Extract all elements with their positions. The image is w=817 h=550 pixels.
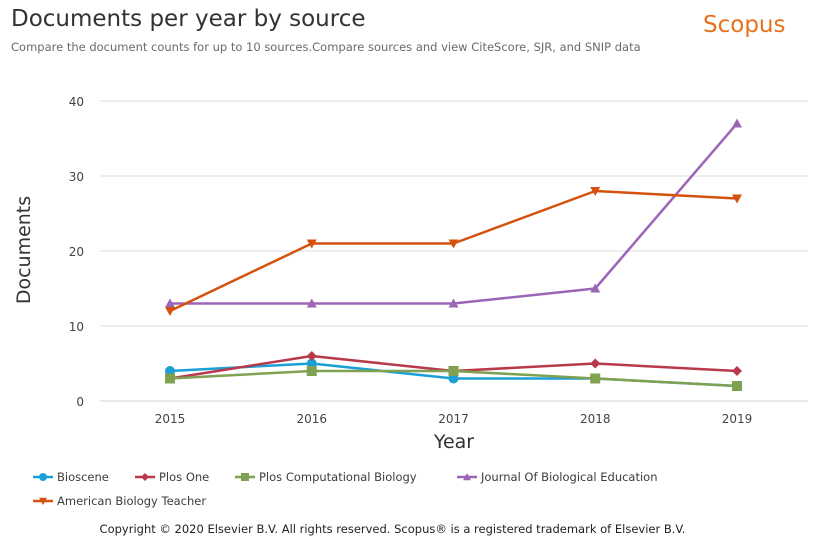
data-point[interactable] [165, 307, 175, 316]
scopus-logo: Scopus [703, 12, 786, 38]
x-tick-label: 2015 [155, 412, 186, 426]
data-point[interactable] [165, 373, 175, 384]
data-point[interactable] [306, 239, 317, 249]
y-tick-label: 0 [76, 395, 84, 409]
data-point[interactable] [732, 194, 742, 204]
series-journal-of-biological-education [165, 118, 742, 308]
data-point[interactable] [165, 298, 175, 308]
series-group [165, 118, 742, 391]
legend-marker-icon[interactable] [463, 473, 471, 481]
legend-symbol-icon [135, 473, 155, 481]
x-tick-label: 2018 [580, 412, 611, 426]
x-tick-label: 2019 [722, 412, 753, 426]
legend-label: Plos One [159, 470, 210, 484]
legend-item[interactable]: Bioscene [33, 470, 109, 484]
page-title: Documents per year by source [11, 6, 366, 32]
legend-item[interactable]: American Biology Teacher [33, 494, 206, 508]
data-point[interactable] [306, 298, 317, 308]
legend-symbol-icon [235, 473, 255, 481]
data-point[interactable] [732, 381, 742, 391]
data-point[interactable] [448, 366, 459, 376]
y-tick-labels: 0 10 20 30 40 [69, 95, 84, 409]
series-plos-computational-biology [165, 366, 742, 391]
page-subtitle: Compare the document counts for up to 10… [11, 40, 641, 54]
data-point[interactable] [306, 351, 317, 361]
legend-item[interactable]: Plos Computational Biology [235, 470, 417, 484]
data-point[interactable] [590, 358, 601, 369]
data-point[interactable] [448, 239, 459, 249]
legend-marker-icon[interactable] [39, 497, 47, 505]
data-point[interactable] [590, 187, 601, 196]
legend-label: American Biology Teacher [57, 494, 207, 508]
x-axis-label: Year [433, 431, 474, 453]
y-tick-label: 30 [69, 170, 84, 184]
grid-lines [100, 100, 808, 402]
y-tick-label: 20 [69, 245, 84, 259]
legend-symbol-icon [457, 473, 477, 481]
legend-marker-icon[interactable] [39, 473, 47, 481]
legend-label: Bioscene [57, 470, 109, 484]
legend-item[interactable]: Plos One [135, 470, 209, 484]
x-tick-label: 2017 [438, 412, 469, 426]
legend-marker-icon[interactable] [241, 473, 249, 481]
legend-item[interactable]: Journal Of Biological Education [457, 470, 658, 484]
data-point[interactable] [732, 118, 742, 128]
line-chart: 0 10 20 30 40 2015 2016 2017 2018 2019 Documents… [13, 95, 808, 453]
legend-label: Plos Computational Biology [259, 470, 417, 484]
y-tick-label: 10 [69, 320, 84, 334]
legend-marker-icon[interactable] [141, 473, 149, 481]
y-axis-label: Documents [13, 196, 35, 304]
copyright-notice: Copyright © 2020 Elsevier B.V. All right… [99, 522, 686, 536]
x-tick-label: 2016 [296, 412, 327, 426]
series-line [170, 122, 738, 305]
series-american-biology-teacher [165, 187, 742, 316]
data-point[interactable] [732, 366, 742, 376]
data-point[interactable] [590, 373, 601, 384]
data-point[interactable] [448, 298, 459, 308]
x-tick-labels: 2015 2016 2017 2018 2019 [155, 412, 753, 426]
data-point[interactable] [306, 366, 317, 376]
legend-label: Journal Of Biological Education [481, 470, 658, 484]
legend-symbol-icon [33, 497, 53, 505]
legend-symbol-icon [33, 473, 53, 481]
data-point[interactable] [590, 283, 601, 293]
y-tick-label: 40 [69, 95, 84, 109]
